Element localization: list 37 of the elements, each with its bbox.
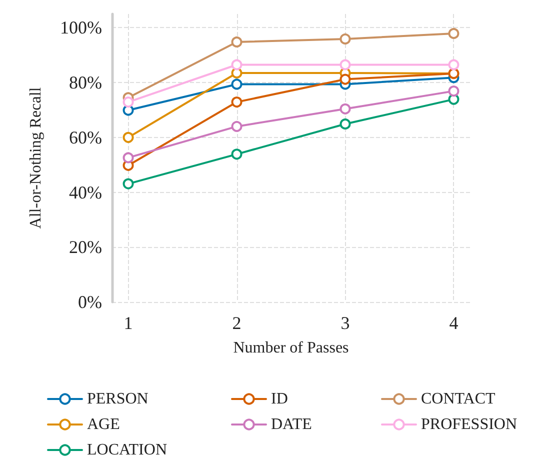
legend-label: ID (271, 390, 288, 408)
point (340, 33, 351, 44)
point (448, 28, 460, 39)
x-tick-label: 4 (449, 313, 458, 333)
y-tick-label: 0% (78, 292, 102, 312)
point (231, 59, 242, 70)
legend-label: PERSON (87, 390, 149, 408)
point (122, 132, 134, 143)
legend-label: DATE (271, 416, 312, 433)
y-tick-label: 80% (69, 72, 102, 93)
point (231, 78, 242, 90)
y-tick-label: 60% (69, 127, 102, 148)
point (340, 74, 351, 85)
point (122, 152, 134, 164)
point (231, 120, 242, 132)
x-tick-label: 1 (124, 313, 133, 333)
point (122, 96, 134, 108)
point (231, 96, 242, 108)
x-tick-label: 3 (340, 313, 350, 333)
point (448, 86, 460, 97)
point (340, 118, 351, 130)
point (340, 103, 351, 114)
point (340, 59, 351, 70)
point (231, 148, 242, 160)
x-axis-title: Number of Passes (233, 340, 349, 356)
x-tick-label: 2 (232, 313, 242, 333)
y-tick-label: 20% (69, 237, 102, 258)
point (122, 178, 134, 190)
y-tick-label: 40% (69, 182, 102, 202)
legend-label: PROFESSION (421, 416, 518, 433)
point (231, 36, 242, 48)
point (448, 59, 460, 70)
legend-label: LOCATION (87, 442, 168, 458)
legend-label: CONTACT (421, 390, 496, 408)
y-tick-label: 100% (60, 18, 102, 38)
y-axis-title: All-or-Nothing Recall (28, 86, 44, 229)
legend-label: AGE (87, 416, 120, 433)
